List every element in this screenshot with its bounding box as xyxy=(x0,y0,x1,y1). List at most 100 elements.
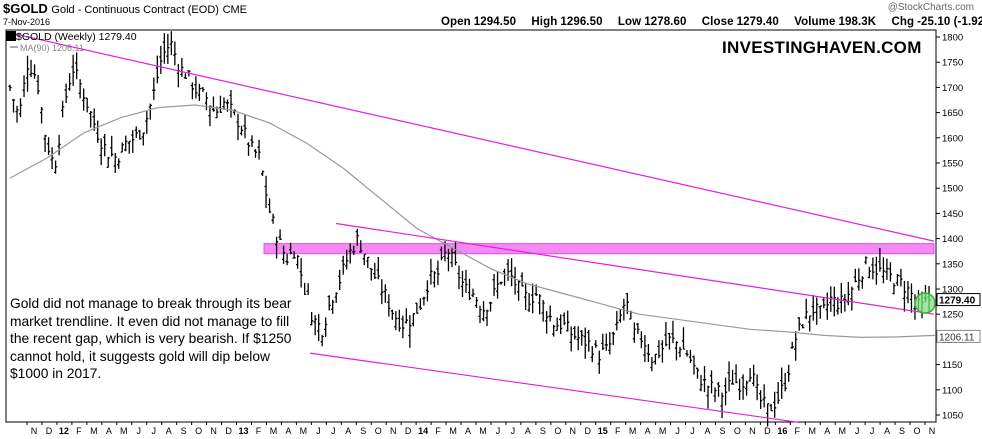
y-tick-label: 1400 xyxy=(942,234,963,245)
volume-value: 198.3K xyxy=(838,16,877,28)
volume-label: Volume xyxy=(794,16,836,28)
chart-date: 7-Nov-2016 xyxy=(3,17,51,27)
last-price-tag: 1279.40 xyxy=(939,296,976,307)
symbol-description: Gold - Continuous Contract (EOD) xyxy=(51,4,219,16)
x-tick-label: N xyxy=(749,426,756,436)
x-tick-label: J xyxy=(496,426,501,436)
chart-symbol-line: $GOLD Gold - Continuous Contract (EOD) C… xyxy=(3,1,247,16)
x-tick-label: N xyxy=(390,426,397,436)
x-tick-label: O xyxy=(375,426,382,436)
x-tick-label: M xyxy=(629,426,637,436)
x-tick-label: D xyxy=(585,426,592,436)
x-tick-label: A xyxy=(525,426,531,436)
x-tick-label: A xyxy=(166,426,172,436)
x-tick-label: 14 xyxy=(418,426,428,436)
x-tick-label: A xyxy=(704,426,710,436)
x-tick-label: A xyxy=(465,426,471,436)
x-tick-label: J xyxy=(511,426,516,436)
plot-frame xyxy=(5,29,937,423)
low-value: 1278.60 xyxy=(644,16,687,28)
y-tick-label: 1750 xyxy=(942,58,963,69)
legend-ma-swatch xyxy=(10,46,18,48)
x-tick-label: A xyxy=(345,426,351,436)
x-tick-label: A xyxy=(645,426,651,436)
x-tick-label: J xyxy=(331,426,336,436)
x-tick-label: N xyxy=(210,426,217,436)
x-tick-label: M xyxy=(300,426,308,436)
y-tick-label: 1700 xyxy=(942,83,963,94)
watermark: @StockCharts.com xyxy=(887,2,974,13)
x-tick-label: N xyxy=(929,426,936,436)
y-tick-label: 1150 xyxy=(942,360,962,371)
x-tick-label: 13 xyxy=(239,426,249,436)
chg-value: -25.10 (-1.92%) xyxy=(917,16,982,28)
x-tick-label: S xyxy=(540,426,546,436)
symbol: $GOLD xyxy=(3,1,48,16)
x-tick-label: M xyxy=(838,426,846,436)
low-label: Low xyxy=(617,16,642,28)
x-tick-label: J xyxy=(690,426,695,436)
last-price-tag-box xyxy=(936,293,981,307)
x-tick-label: O xyxy=(734,426,741,436)
close-label: Close xyxy=(701,16,734,28)
x-tick-label: J xyxy=(675,426,680,436)
x-tick-label: S xyxy=(360,426,366,436)
x-tick-label: M xyxy=(90,426,98,436)
x-tick-label: A xyxy=(285,426,291,436)
middle-trendline xyxy=(335,222,935,315)
x-tick-label: 15 xyxy=(598,426,608,436)
brand-watermark: INVESTINGHAVEN.COM xyxy=(722,38,922,57)
x-tick-label: O xyxy=(554,426,561,436)
legend-price: $GOLD (Weekly) 1279.40 xyxy=(6,31,137,43)
y-tick-label: 1550 xyxy=(942,159,963,170)
x-tick-label: J xyxy=(870,426,875,436)
ma-value-tag: 1206.11 xyxy=(939,332,975,343)
x-tick-label: A xyxy=(106,426,112,436)
x-tick-label: D xyxy=(405,426,412,436)
x-tick-label: J xyxy=(855,426,860,436)
chart-annotation: Gold did not manage to break through its… xyxy=(10,295,310,383)
x-tick-label: F xyxy=(435,426,441,436)
x-tick-label: M xyxy=(270,426,278,436)
upper-trendline xyxy=(5,31,935,242)
x-tick-label: N xyxy=(570,426,577,436)
exchange: CME xyxy=(222,4,248,16)
x-tick-label: A xyxy=(884,426,890,436)
open-value: 1294.50 xyxy=(473,16,517,28)
y-tick-label: 1050 xyxy=(942,411,963,422)
ohlc-readout: Open 1294.50 High 1296.50 Low 1278.60 Close… xyxy=(441,16,982,28)
y-tick-label: 1300 xyxy=(942,285,963,296)
x-tick-label: N xyxy=(31,426,38,436)
open-label: Open xyxy=(441,16,471,28)
x-tick-label: J xyxy=(151,426,156,436)
high-value: 1296.50 xyxy=(560,16,603,28)
x-tick-label: S xyxy=(899,426,905,436)
x-tick-label: D xyxy=(764,426,771,436)
y-tick-label: 1350 xyxy=(942,259,963,270)
x-tick-label: S xyxy=(181,426,187,436)
x-tick-label: A xyxy=(824,426,830,436)
x-tick-label: M xyxy=(809,426,817,436)
x-tick-label: F xyxy=(256,426,262,436)
resistance-zone xyxy=(263,243,935,255)
x-tick-label: F xyxy=(795,426,801,436)
y-tick-label: 1650 xyxy=(942,108,963,119)
ma-value-tag-box xyxy=(936,329,981,343)
y-tick-label: 1450 xyxy=(942,209,963,220)
x-tick-label: O xyxy=(914,426,921,436)
chg-label: Chg xyxy=(891,16,915,28)
lower-channel-line xyxy=(301,351,801,424)
x-tick-label: 12 xyxy=(59,426,69,436)
x-tick-label: S xyxy=(719,426,725,436)
x-tick-label: M xyxy=(120,426,128,436)
x-tick-label: M xyxy=(479,426,487,436)
x-tick-label: D xyxy=(46,426,53,436)
y-tick-label: 1100 xyxy=(942,385,962,396)
y-tick-label: 1800 xyxy=(942,33,963,44)
x-tick-label: 16 xyxy=(777,426,787,436)
x-tick-label: O xyxy=(195,426,202,436)
x-tick-label: M xyxy=(449,426,457,436)
x-tick-label: J xyxy=(137,426,142,436)
high-label: High xyxy=(531,16,558,28)
